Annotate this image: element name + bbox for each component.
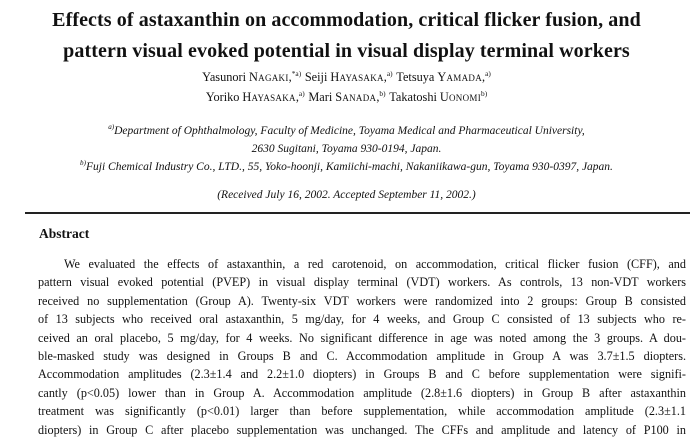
author-superscript: *a): [291, 68, 302, 78]
received-accepted-line: (Received July 16, 2002. Accepted Septem…: [217, 189, 476, 201]
abstract-heading: Abstract: [39, 226, 90, 241]
affiliation-text: 2630 Sugitani, Toyama 930-0194, Japan.: [251, 143, 442, 155]
abstract-line: of 13 subjects who received oral astaxan…: [38, 312, 686, 327]
abstract-line: pattern visual evoked potential (PVEP) i…: [38, 275, 686, 290]
author-superscript: a): [485, 68, 491, 78]
author-superscript: a): [298, 88, 305, 98]
abstract-line: treatment was significantly (p<0.01) lar…: [38, 404, 686, 419]
affiliation-superscript: a): [108, 123, 115, 132]
author-list: Yasunori Nagaki,*a) Seiji Hayasaka,a) Tetsuy…: [0, 67, 693, 107]
separator-rule: [25, 212, 690, 214]
affiliation-b-line: b)Fuji Chemical Industry Co., LTD., 55, …: [0, 158, 693, 176]
affiliation-superscript: b): [80, 159, 86, 168]
abstract-line: ble-masked study was designed in Groups …: [38, 348, 686, 363]
author-row-1: Yasunori Nagaki,*a) Seiji Hayasaka,a) Tetsuy…: [0, 67, 693, 87]
author-superscript: b): [481, 88, 488, 98]
author-row-2: Yoriko Hayasaka,a) Mari Sanada,b) Takatoshi U…: [0, 87, 693, 107]
author-name: Mari Sanada,b): [308, 88, 386, 104]
affiliations: a)Department of Ophthalmology, Faculty o…: [0, 122, 693, 176]
author-name: Yoriko Hayasaka,a): [205, 88, 305, 104]
author-name: Tetsuya Yamada,a): [396, 68, 491, 84]
paper-title: Effects of astaxanthin on accommodation,…: [0, 0, 693, 67]
author-name: Takatoshi Uonomib): [389, 88, 488, 104]
abstract-line: We evaluated the effects of astaxanthin,…: [64, 257, 686, 271]
affiliation-a-line-2: 2630 Sugitani, Toyama 930-0194, Japan.: [0, 140, 693, 158]
abstract-paragraph: We evaluated the effects of astaxanthin,…: [38, 255, 686, 439]
abstract-line: diopters) in Group C after placebo suppl…: [38, 422, 686, 437]
abstract-line: Accommodation amplitudes (2.3±1.4 and 2.…: [38, 367, 686, 382]
paper-title-line-2: pattern visual evoked potential in visua…: [63, 40, 630, 62]
author-name: Yasunori Nagaki,*a): [202, 68, 302, 84]
abstract-line: ceived an oral placebo, 5 mg/day, for 4 …: [38, 330, 686, 345]
paper-title-line-1: Effects of astaxanthin on accommodation,…: [52, 9, 641, 31]
author-superscript: a): [386, 68, 393, 78]
affiliation-a-line-1: a)Department of Ophthalmology, Faculty o…: [0, 122, 693, 140]
affiliation-text: Department of Ophthalmology, Faculty of …: [114, 125, 585, 137]
author-name: Seiji Hayasaka,a): [304, 68, 393, 84]
abstract-line: cantly (p<0.05) lower than in Group A. A…: [38, 385, 686, 400]
affiliation-text: Fuji Chemical Industry Co., LTD., 55, Yo…: [85, 161, 613, 173]
author-superscript: b): [379, 88, 386, 98]
abstract-line: received no supplementation (Group A). T…: [38, 293, 686, 308]
